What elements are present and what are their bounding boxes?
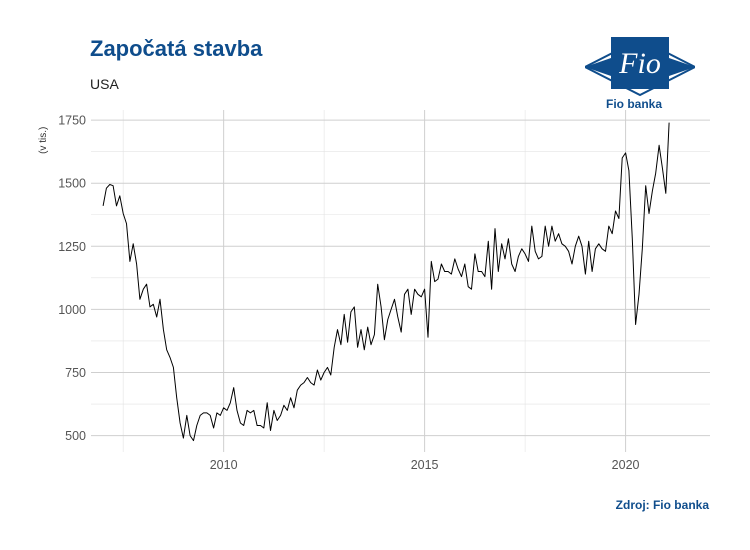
- source-note: Zdroj: Fio banka: [615, 498, 709, 512]
- x-tick-label: 2020: [612, 458, 640, 472]
- y-tick-label: 750: [65, 366, 86, 380]
- logo-caption: Fio banka: [606, 97, 663, 111]
- series-line: [102, 122, 670, 442]
- logo-text: Fio: [618, 47, 661, 80]
- y-tick-label: 1500: [58, 177, 86, 191]
- x-tick-label: 2015: [411, 458, 439, 472]
- y-tick-label: 1250: [58, 240, 86, 254]
- fio-banka-logo: Fio: [585, 37, 695, 97]
- logo-box: [611, 37, 669, 89]
- logo-left-wing: [585, 58, 611, 76]
- y-axis-label: (v tis.): [38, 127, 49, 154]
- y-tick-label: 500: [65, 429, 86, 443]
- chart-title: Započatá stavba: [90, 36, 263, 61]
- y-tick-label: 1750: [58, 114, 86, 128]
- logo-right-wing: [669, 58, 695, 76]
- x-tick-label: 2010: [210, 458, 238, 472]
- chart-subtitle: USA: [90, 76, 119, 92]
- y-tick-label: 1000: [58, 303, 86, 317]
